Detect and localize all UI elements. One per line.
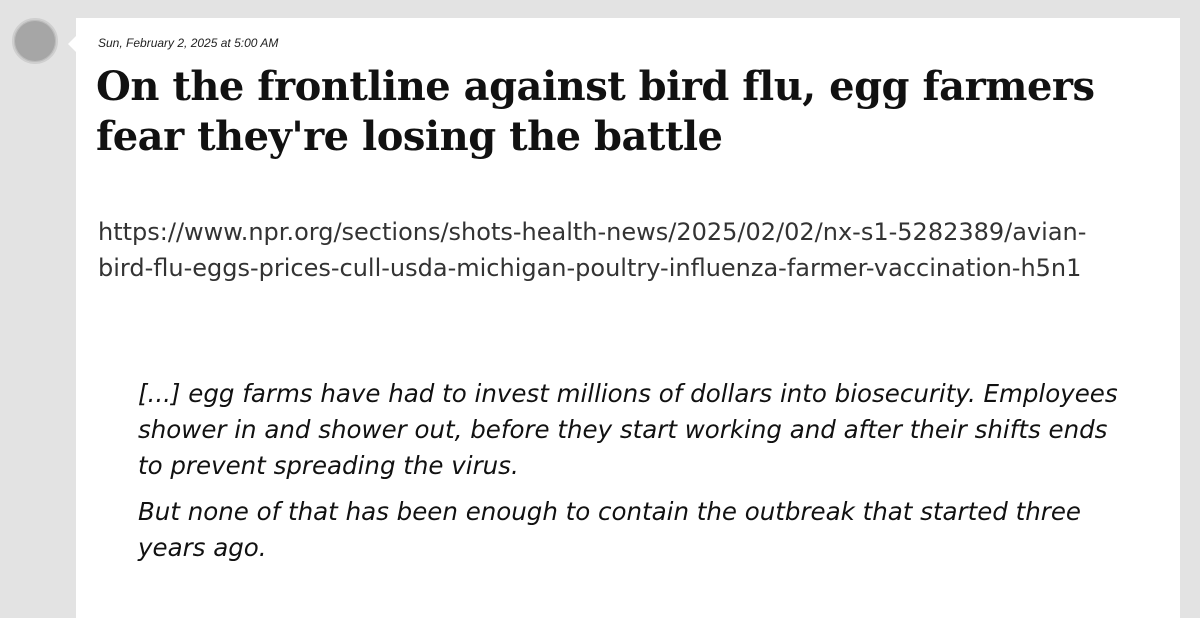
- post-timestamp: Sun, February 2, 2025 at 5:00 AM: [98, 36, 279, 50]
- quote-paragraph: [...] egg farms have had to invest milli…: [138, 379, 1118, 480]
- article-link[interactable]: https://www.npr.org/sections/shots-healt…: [98, 218, 1087, 282]
- post-headline: On the frontline against bird flu, egg f…: [96, 63, 1095, 160]
- card-pointer: [68, 36, 76, 52]
- avatar[interactable]: [12, 18, 58, 64]
- quote-paragraph: But none of that has been enough to cont…: [138, 497, 1081, 562]
- quote-block: [...] egg farms have had to invest milli…: [138, 376, 1138, 576]
- post-card: Sun, February 2, 2025 at 5:00 AM On the …: [68, 18, 1180, 618]
